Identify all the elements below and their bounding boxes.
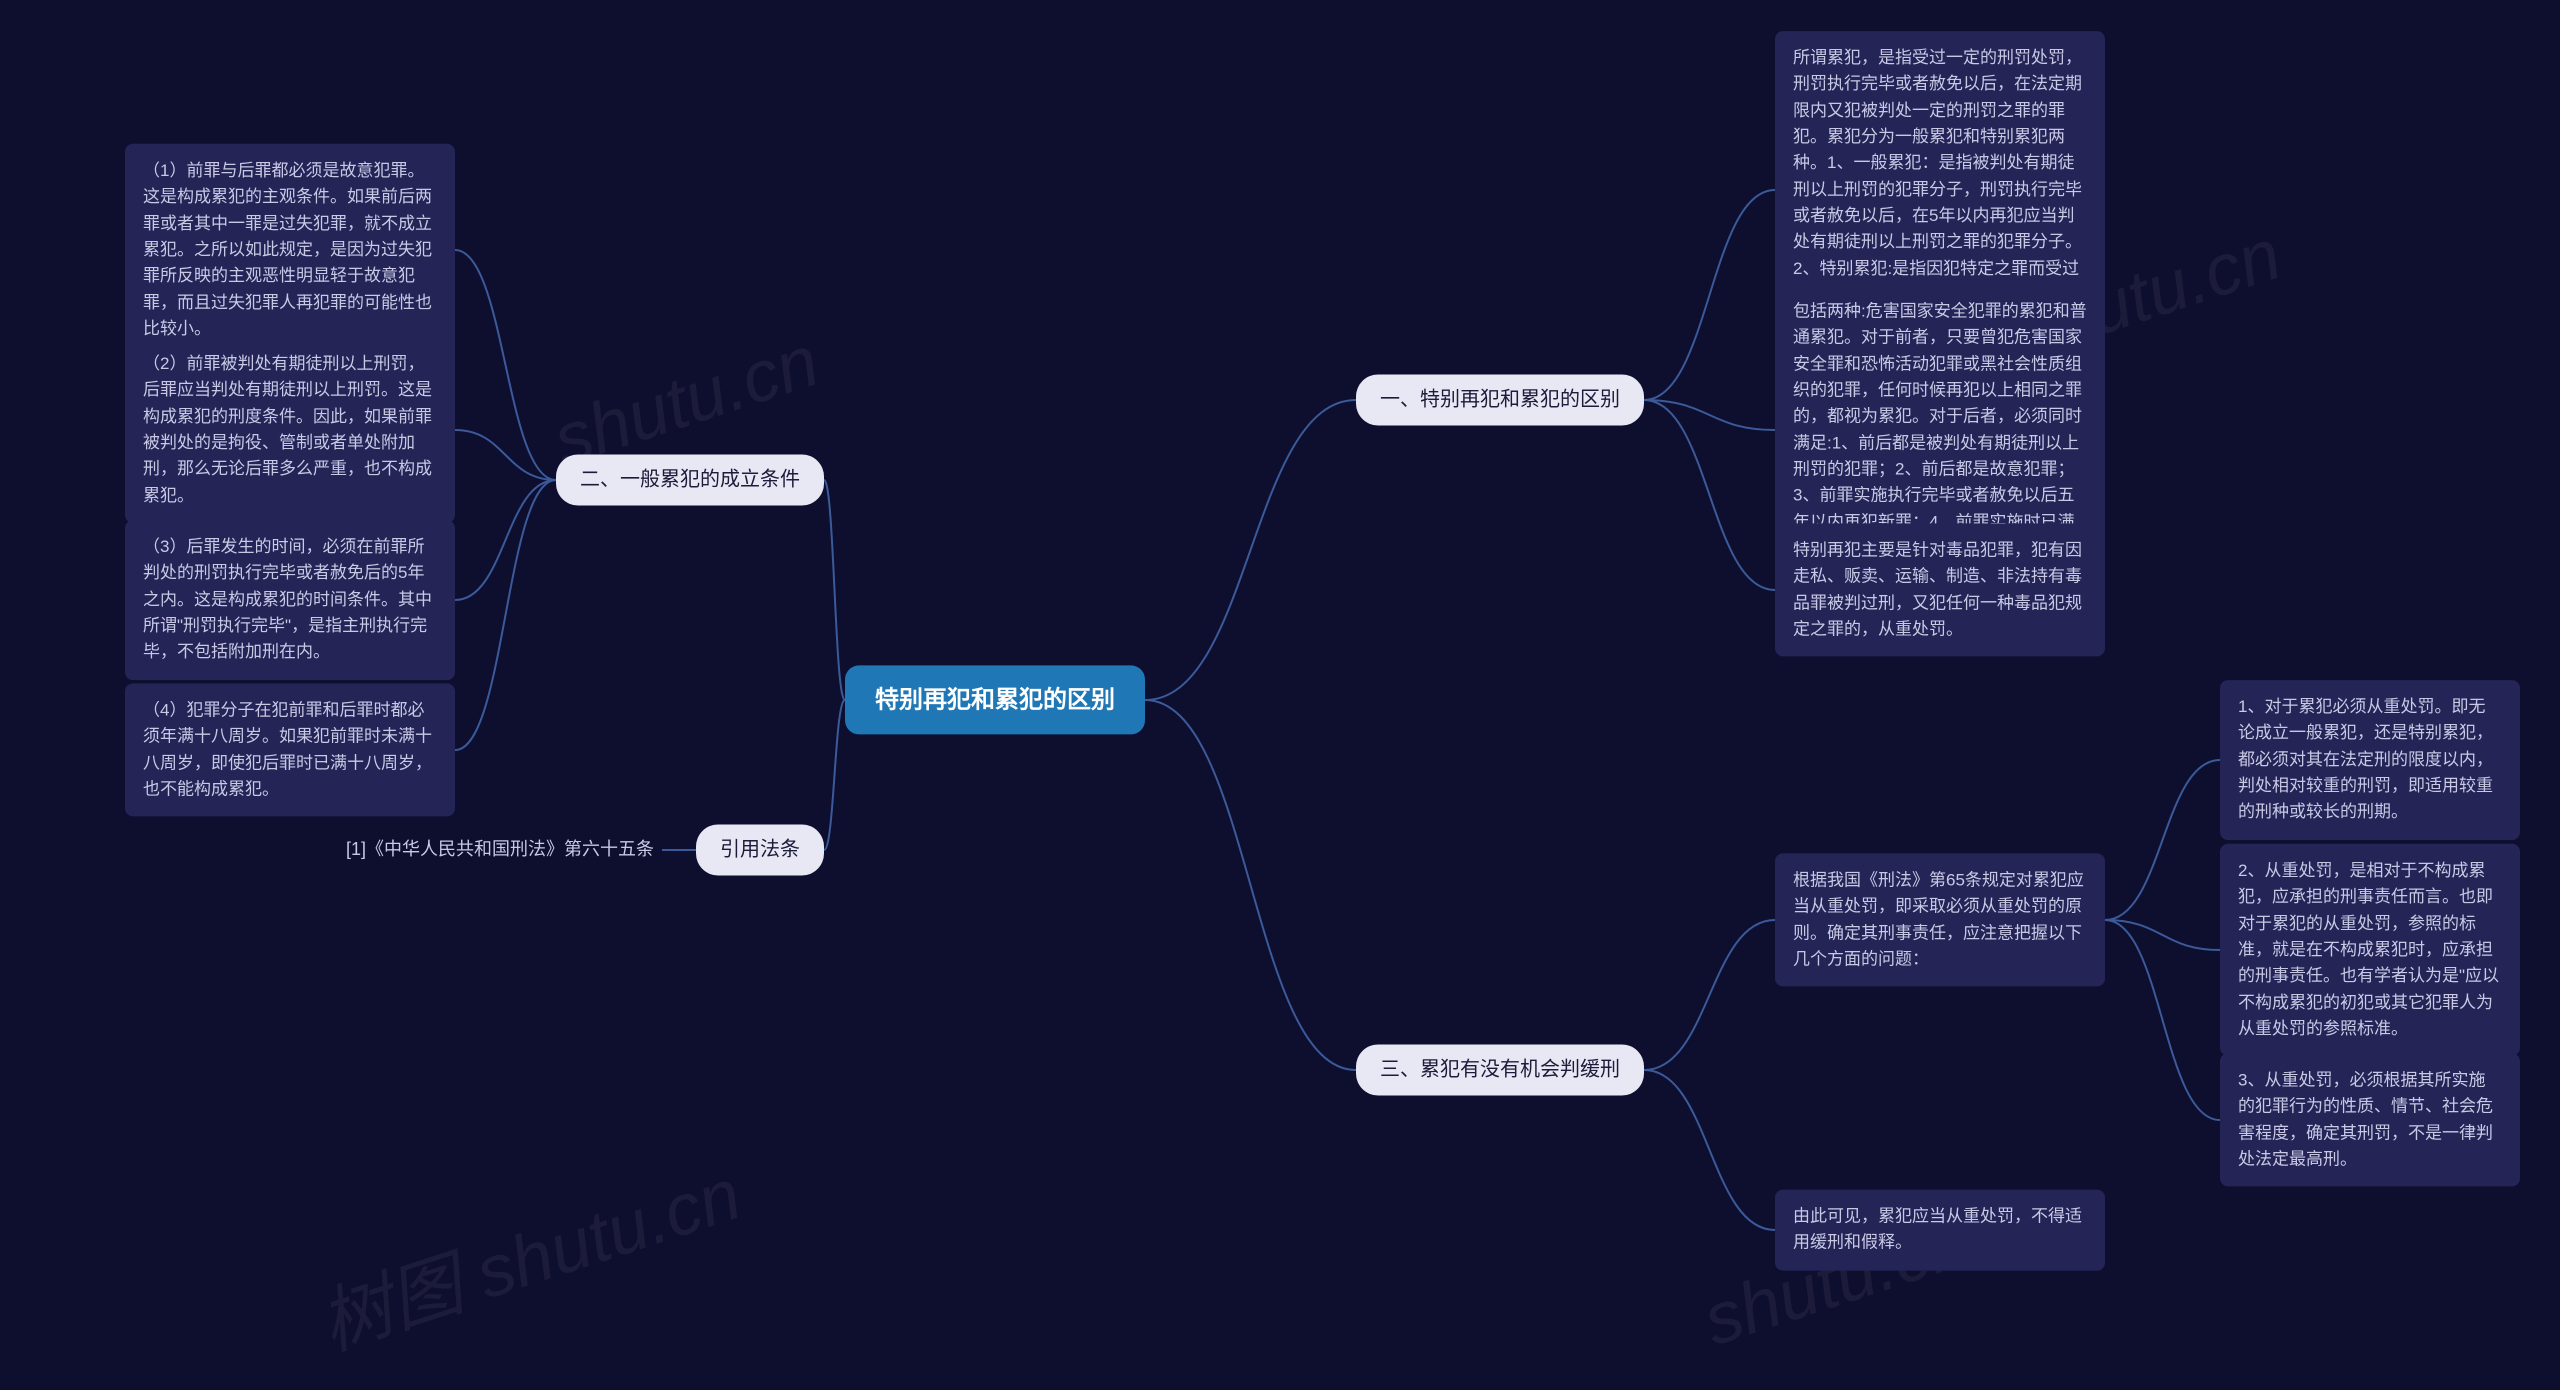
mindmap-node-b1[interactable]: 一、特别再犯和累犯的区别 bbox=[1356, 375, 1644, 426]
edge-b1-b1c3 bbox=[1644, 400, 1775, 590]
edge-b2-b2c2 bbox=[455, 430, 556, 480]
mindmap-node-b1c3: 特别再犯主要是针对毒品犯罪，犯有因走私、贩卖、运输、制造、非法持有毒品罪被判过刑… bbox=[1775, 523, 2105, 656]
mindmap-node-b2c3: （3）后罪发生的时间，必须在前罪所判处的刑罚执行完毕或者赦免后的5年之内。这是构… bbox=[125, 520, 455, 680]
mindmap-node-b3c1a: 1、对于累犯必须从重处罚。即无论成立一般累犯，还是特别累犯，都必须对其在法定刑的… bbox=[2220, 680, 2520, 840]
mindmap-node-b2c2: （2）前罪被判处有期徒刑以上刑罚，后罪应当判处有期徒刑以上刑罚。这是构成累犯的刑… bbox=[125, 337, 455, 523]
mindmap-node-b3c2: 由此可见，累犯应当从重处罚，不得适用缓刑和假释。 bbox=[1775, 1190, 2105, 1271]
edge-root-b4 bbox=[824, 700, 845, 850]
edge-b3c1-b3c1a bbox=[2105, 760, 2220, 920]
watermark: 树图 shutu.cn bbox=[304, 1135, 751, 1370]
mindmap-node-b2c1: （1）前罪与后罪都必须是故意犯罪。这是构成累犯的主观条件。如果前后两罪或者其中一… bbox=[125, 144, 455, 356]
edge-b2-b2c3 bbox=[455, 480, 556, 600]
mindmap-node-b2[interactable]: 二、一般累犯的成立条件 bbox=[556, 455, 824, 506]
edge-root-b1 bbox=[1145, 400, 1356, 700]
edge-b3-b3c1 bbox=[1644, 920, 1775, 1070]
mindmap-node-b3c1: 根据我国《刑法》第65条规定对累犯应当从重处罚，即采取必须从重处罚的原则。确定其… bbox=[1775, 853, 2105, 986]
edge-b1-b1c1 bbox=[1644, 190, 1775, 400]
mindmap-node-b4c1: [1]《中华人民共和国刑法》第六十五条 bbox=[338, 832, 662, 868]
mindmap-node-b3c1b: 2、从重处罚，是相对于不构成累犯，应承担的刑事责任而言。也即对于累犯的从重处罚，… bbox=[2220, 844, 2520, 1056]
mindmap-node-b3c1c: 3、从重处罚，必须根据其所实施的犯罪行为的性质、情节、社会危害程度，确定其刑罚，… bbox=[2220, 1053, 2520, 1186]
edge-b2-b2c4 bbox=[455, 480, 556, 750]
edge-b3-b3c2 bbox=[1644, 1070, 1775, 1230]
mindmap-node-b2c4: （4）犯罪分子在犯前罪和后罪时都必须年满十八周岁。如果犯前罪时未满十八周岁，即使… bbox=[125, 683, 455, 816]
mindmap-node-b3[interactable]: 三、累犯有没有机会判缓刑 bbox=[1356, 1045, 1644, 1096]
mindmap-node-b4[interactable]: 引用法条 bbox=[696, 825, 824, 876]
edge-b3c1-b3c1c bbox=[2105, 920, 2220, 1120]
edge-b2-b2c1 bbox=[455, 250, 556, 480]
edge-b3c1-b3c1b bbox=[2105, 920, 2220, 950]
edge-b1-b1c2 bbox=[1644, 400, 1775, 430]
edge-root-b2 bbox=[824, 480, 845, 700]
edge-root-b3 bbox=[1145, 700, 1356, 1070]
mindmap-node-root[interactable]: 特别再犯和累犯的区别 bbox=[845, 665, 1145, 734]
